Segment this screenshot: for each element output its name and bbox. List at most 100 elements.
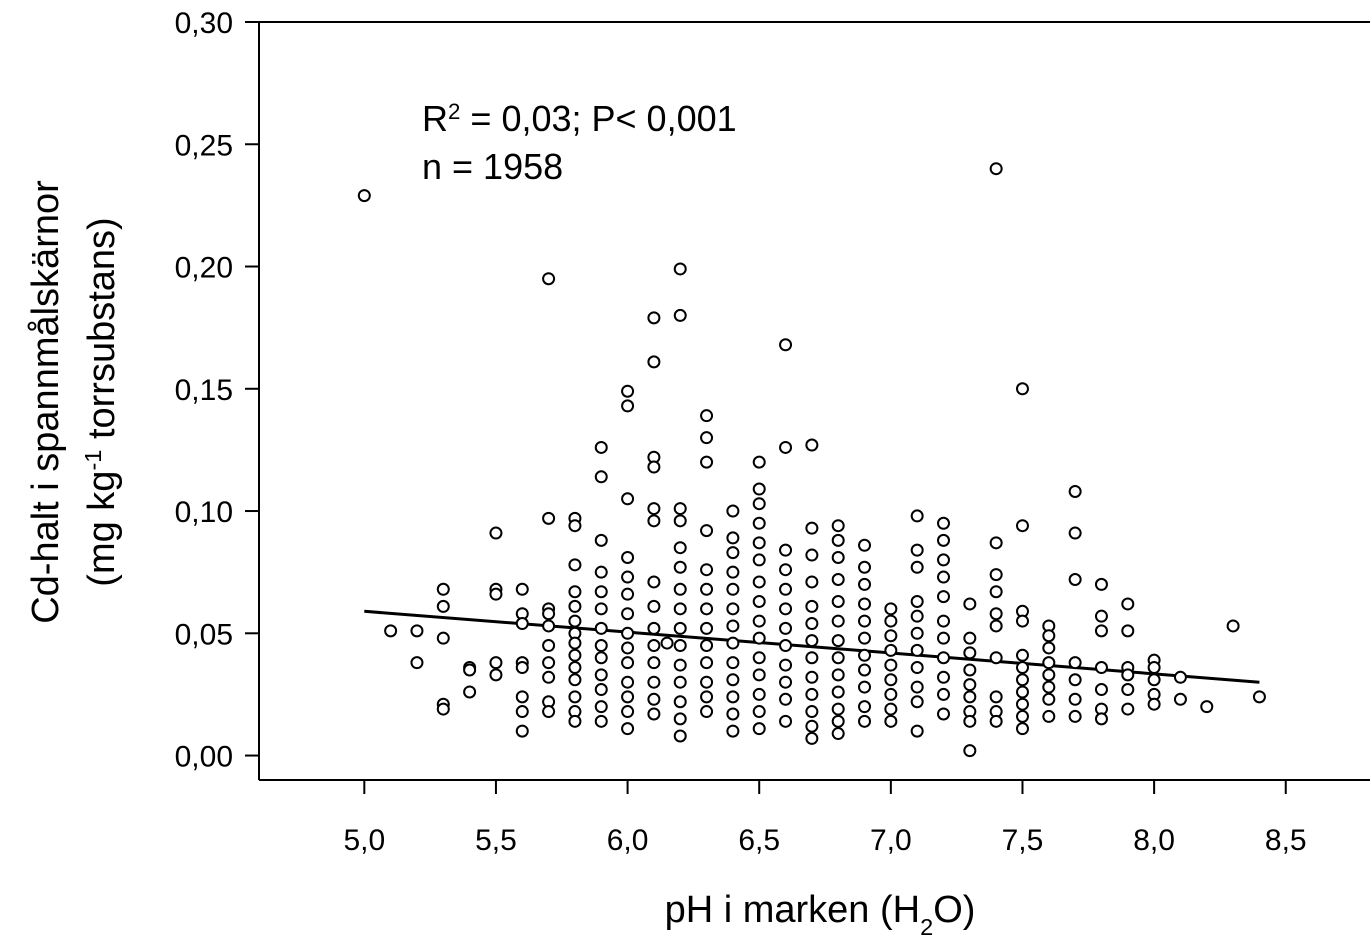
point (1068, 673, 1082, 687)
point (779, 338, 793, 352)
point (963, 597, 977, 611)
point (673, 675, 687, 689)
point (805, 599, 819, 613)
point (621, 641, 635, 655)
point (726, 724, 740, 738)
point (673, 602, 687, 616)
x-tick-label: 8,5 (1265, 824, 1307, 857)
point (989, 714, 1003, 728)
point (779, 692, 793, 706)
point (910, 626, 924, 640)
point (489, 668, 503, 682)
point (831, 727, 845, 741)
label-part: 2 (448, 99, 460, 124)
point (1173, 692, 1187, 706)
point (568, 690, 582, 704)
point (884, 673, 898, 687)
point (542, 670, 556, 684)
point (831, 572, 845, 586)
point (989, 690, 1003, 704)
point (937, 687, 951, 701)
point (568, 599, 582, 613)
point (489, 656, 503, 670)
point (989, 607, 1003, 621)
point (700, 455, 714, 469)
point (621, 587, 635, 601)
point (568, 558, 582, 572)
point (436, 702, 450, 716)
point (1015, 709, 1029, 723)
point (1121, 624, 1135, 638)
point (963, 631, 977, 645)
point (673, 639, 687, 653)
point (647, 311, 661, 325)
point (515, 661, 529, 675)
point (989, 536, 1003, 550)
point (1015, 722, 1029, 736)
y-tick-label: 0,15 (175, 374, 233, 407)
label-part: torrsubstans) (81, 217, 123, 449)
point (1042, 641, 1056, 655)
point (647, 502, 661, 516)
label-part: (mg kg (81, 471, 123, 587)
point (1042, 668, 1056, 682)
point (831, 685, 845, 699)
point (884, 714, 898, 728)
point (726, 656, 740, 670)
point (568, 519, 582, 533)
point (805, 438, 819, 452)
label-part: = 0,03; P< 0,001 (460, 98, 736, 139)
point (568, 636, 582, 650)
point (673, 582, 687, 596)
point (673, 308, 687, 322)
point (621, 626, 635, 640)
point (1147, 673, 1161, 687)
point (831, 550, 845, 564)
point (831, 668, 845, 682)
point (1173, 670, 1187, 684)
point (1068, 692, 1082, 706)
point (1121, 668, 1135, 682)
point (515, 582, 529, 596)
point (779, 621, 793, 635)
point (989, 568, 1003, 582)
point (752, 536, 766, 550)
point (779, 639, 793, 653)
point (858, 614, 872, 628)
point (805, 651, 819, 665)
label-part: R (422, 98, 448, 139)
point (937, 651, 951, 665)
x-tick-label: 8,0 (1133, 824, 1175, 857)
point (594, 533, 608, 547)
point (805, 521, 819, 535)
point (805, 548, 819, 562)
y-tick-label: 0,25 (175, 129, 233, 162)
point (463, 685, 477, 699)
point (1042, 680, 1056, 694)
point (1147, 661, 1161, 675)
point (752, 651, 766, 665)
point (726, 582, 740, 596)
point (1094, 683, 1108, 697)
point (805, 687, 819, 701)
point (963, 646, 977, 660)
point (594, 651, 608, 665)
point (779, 675, 793, 689)
point (673, 541, 687, 555)
point (752, 705, 766, 719)
point (910, 595, 924, 609)
point (700, 409, 714, 423)
point (779, 543, 793, 557)
point (858, 648, 872, 662)
label-part: O) (933, 889, 975, 931)
point (542, 511, 556, 525)
point (542, 705, 556, 719)
point (700, 639, 714, 653)
point (542, 619, 556, 633)
point (937, 570, 951, 584)
point (963, 690, 977, 704)
point (752, 595, 766, 609)
point (752, 482, 766, 496)
point (568, 585, 582, 599)
